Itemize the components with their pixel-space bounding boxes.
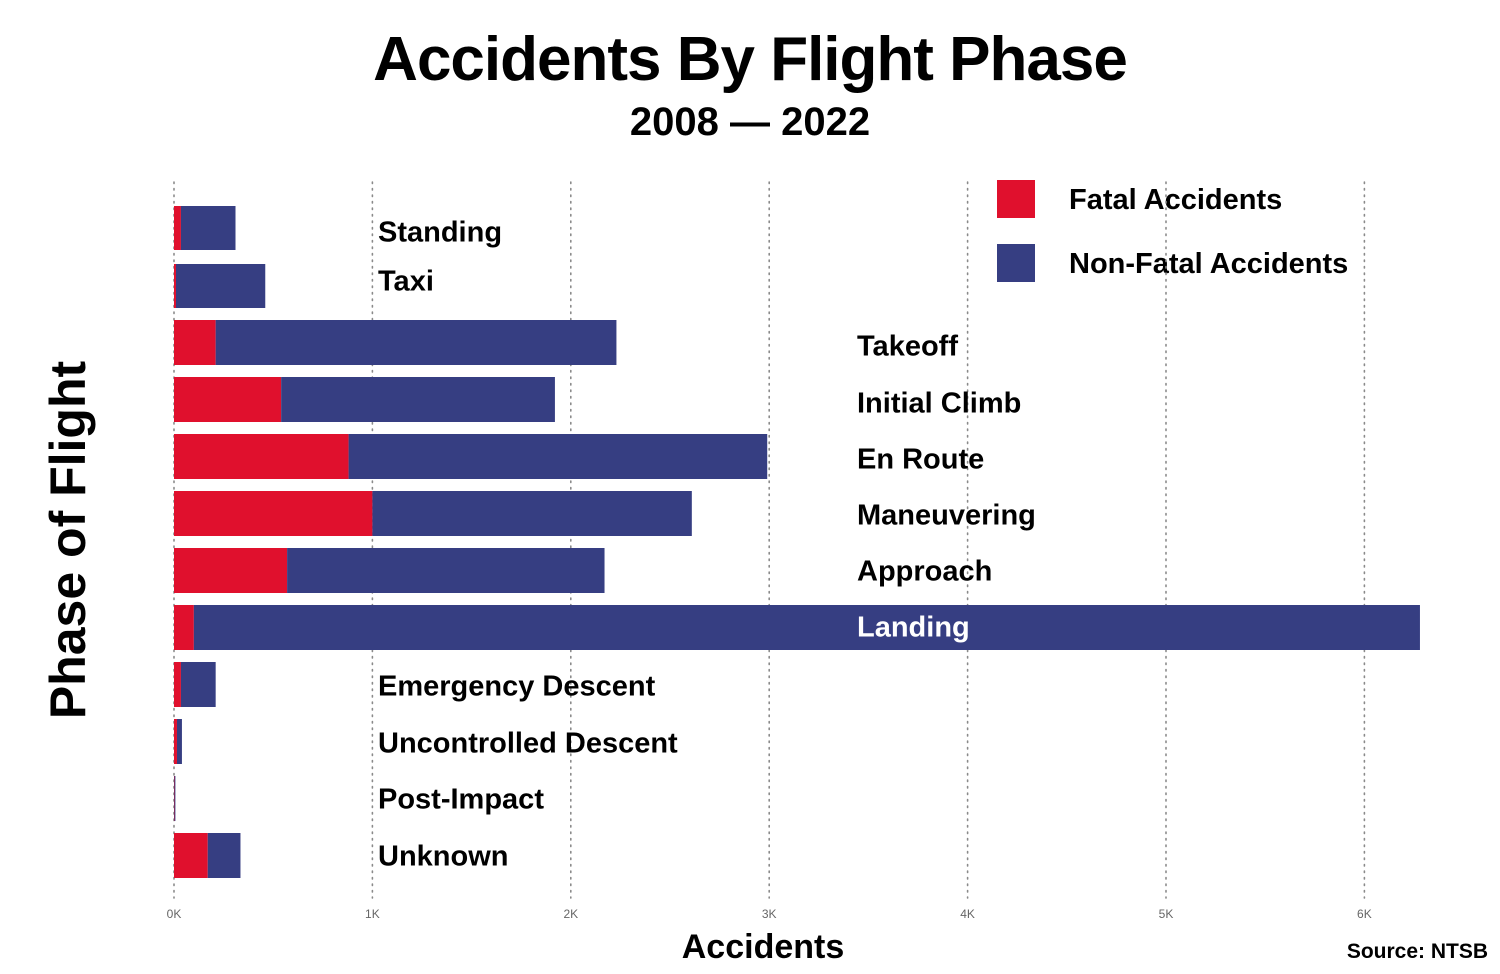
bar-fatal-initial-climb (174, 377, 282, 422)
category-label-standing: Standing (378, 217, 502, 249)
bar-fatal-taxi (174, 264, 176, 308)
x-tick-label-0: 0K (167, 907, 182, 921)
category-label-uncontrolled-descent: Uncontrolled Descent (378, 728, 678, 760)
bar-fatal-unknown (174, 833, 208, 878)
bar-fatal-approach (174, 548, 288, 593)
bar-non-fatal-approach (287, 548, 605, 593)
x-tick-label-1: 1K (365, 907, 380, 921)
bar-fatal-standing (174, 206, 181, 250)
legend-swatch-fatal (997, 180, 1035, 218)
bar-fatal-takeoff (174, 320, 216, 365)
bar-non-fatal-en-route (348, 434, 768, 479)
bar-fatal-uncontrolled-descent (174, 719, 177, 764)
bar-non-fatal-takeoff (215, 320, 617, 365)
bar-non-fatal-uncontrolled-descent (176, 719, 182, 764)
legend-swatch-non-fatal (997, 244, 1035, 282)
category-label-landing: Landing (857, 612, 970, 644)
bar-non-fatal-emergency-descent (180, 662, 216, 707)
bar-non-fatal-post-impact (174, 776, 176, 821)
category-label-taxi: Taxi (378, 266, 434, 298)
bar-non-fatal-taxi (175, 264, 266, 308)
category-label-approach: Approach (857, 556, 992, 588)
bar-fatal-maneuvering (174, 491, 373, 536)
bar-fatal-landing (174, 605, 194, 650)
bar-non-fatal-landing (193, 605, 1420, 650)
x-tick-label-3: 3K (762, 907, 777, 921)
bar-fatal-en-route (174, 434, 349, 479)
category-label-emergency-descent: Emergency Descent (378, 671, 656, 703)
bar-non-fatal-initial-climb (281, 377, 555, 422)
category-label-maneuvering: Maneuvering (857, 500, 1036, 532)
chart-title: Accidents By Flight Phase (373, 25, 1128, 94)
category-label-initial-climb: Initial Climb (857, 388, 1021, 420)
category-label-en-route: En Route (857, 444, 984, 476)
x-tick-label-2: 2K (563, 907, 578, 921)
x-tick-label-4: 4K (960, 907, 975, 921)
bar-non-fatal-unknown (207, 833, 241, 878)
category-label-post-impact: Post-Impact (378, 784, 544, 816)
x-tick-label-5: 5K (1159, 907, 1174, 921)
bar-non-fatal-maneuvering (372, 491, 692, 536)
legend-label-non-fatal: Non-Fatal Accidents (1069, 248, 1349, 280)
x-axis-label: Accidents (681, 928, 845, 966)
category-label-unknown: Unknown (378, 841, 509, 873)
legend-label-fatal: Fatal Accidents (1069, 184, 1283, 216)
bar-non-fatal-standing (180, 206, 236, 250)
x-tick-label-6: 6K (1357, 907, 1372, 921)
category-label-takeoff: Takeoff (857, 331, 958, 363)
source-note: Source: NTSB (1346, 940, 1488, 963)
bar-fatal-emergency-descent (174, 662, 181, 707)
chart-subtitle: 2008 — 2022 (629, 100, 871, 144)
